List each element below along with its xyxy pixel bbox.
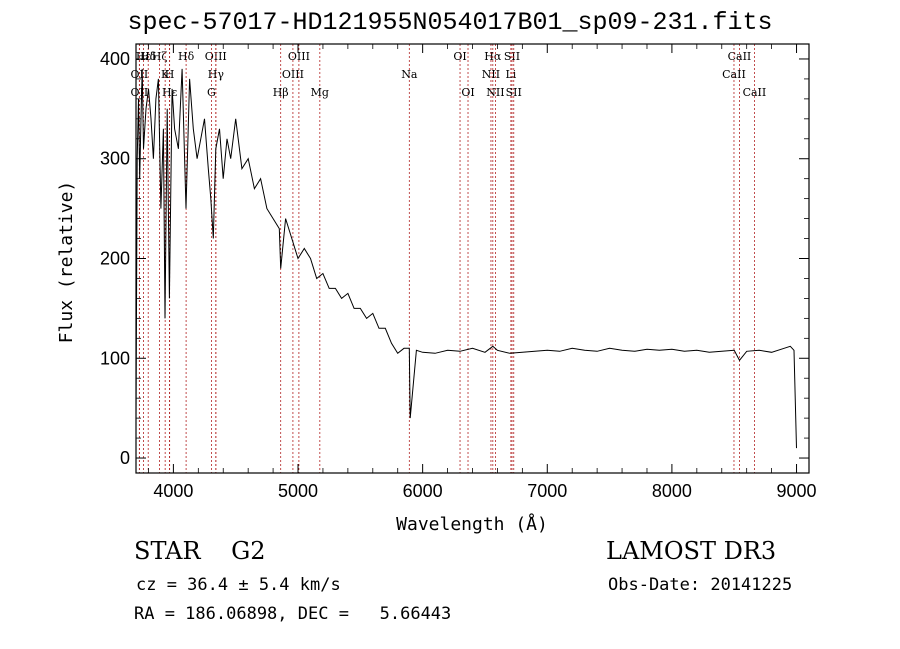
y-tick-label: 400 (100, 49, 130, 69)
line-marker-label: Hε (136, 50, 152, 63)
survey-name: LAMOST DR3 (606, 537, 777, 565)
x-tick-label: 4000 (153, 481, 193, 501)
y-axis-label: Flux (relative) (56, 181, 77, 344)
line-marker-label: Hβ (273, 86, 289, 99)
object-class: STAR G2 (134, 537, 266, 565)
line-marker-label: NII (482, 68, 500, 81)
y-tick-label: 100 (100, 348, 130, 368)
line-marker-label: K (161, 68, 170, 81)
line-marker-label: CaII (743, 86, 767, 99)
line-marker-label: OI (461, 86, 474, 99)
line-marker-label: Hζ (152, 50, 168, 63)
spectrum-line (135, 68, 797, 449)
line-marker-label: Li (505, 68, 516, 81)
line-marker-label: OI (453, 50, 466, 63)
spectral-subclass: G2 (231, 537, 266, 565)
line-marker-label: OIII (282, 68, 304, 81)
line-marker-label: NII (486, 86, 504, 99)
redshift-velocity: cz = 36.4 ± 5.4 km/s (136, 575, 341, 595)
line-marker-label: Hδ (178, 50, 195, 63)
object-type: STAR (134, 537, 201, 565)
y-tick-label: 0 (120, 448, 130, 468)
line-marker-label: CaII (728, 50, 752, 63)
line-marker-label: Hδ (140, 50, 157, 63)
y-axis: 0 100 200 300 400 (100, 49, 809, 468)
line-marker-label: OII (131, 86, 149, 99)
line-marker-label: H (165, 68, 175, 81)
line-marker-label: SII (504, 50, 520, 63)
x-axis-label: Wavelength (Å) (396, 513, 548, 535)
line-marker-label: OIII (288, 50, 310, 63)
x-tick-label: 5000 (278, 481, 318, 501)
x-axis: 4000 5000 6000 7000 8000 9000 (148, 44, 817, 501)
y-tick-label: 300 (100, 149, 130, 169)
line-marker-label: G (207, 86, 216, 99)
x-tick-label: 8000 (652, 481, 692, 501)
observation-date: Obs-Date: 20141225 (608, 575, 793, 595)
plot-frame (135, 43, 810, 474)
line-marker-label: CaII (722, 68, 746, 81)
line-marker-label: Mg (311, 86, 329, 99)
y-tick-label: 200 (100, 249, 130, 269)
sky-coordinates: RA = 186.06898, DEC = 5.66443 (134, 604, 452, 624)
page-title: spec-57017-HD121955N054017B01_sp09-231.f… (127, 8, 773, 37)
x-tick-label: 7000 (527, 481, 567, 501)
line-marker-label: Hγ (208, 68, 225, 81)
x-tick-label: 9000 (777, 481, 817, 501)
line-marker-label: Hε (162, 86, 178, 99)
x-tick-label: 6000 (403, 481, 443, 501)
line-marker-label: Na (401, 68, 418, 81)
line-marker-label: SII (506, 86, 522, 99)
line-marker-label: Hα (484, 50, 502, 63)
